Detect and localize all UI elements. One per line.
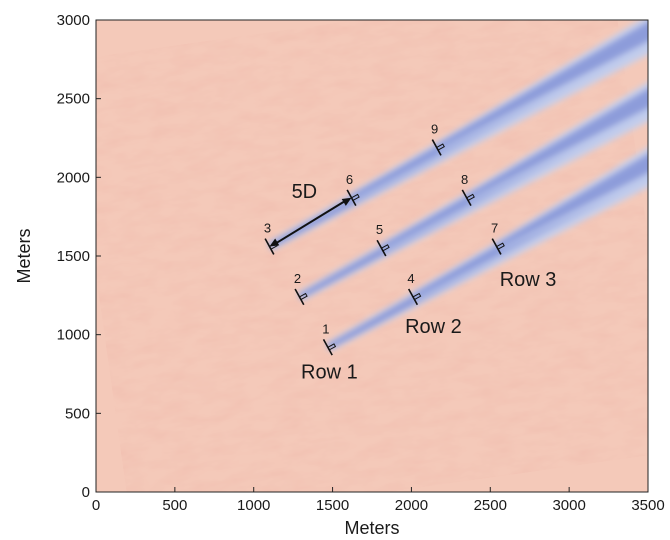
row-label-2: Row 2 bbox=[405, 316, 462, 338]
y-tick-label-0: 0 bbox=[82, 484, 90, 501]
turbine-label-1: 1 bbox=[322, 321, 329, 336]
y-tick-label-3: 1500 bbox=[57, 248, 90, 265]
turbine-nacelle-2 bbox=[298, 292, 308, 301]
wake-core-9 bbox=[435, 21, 648, 151]
row-label-3: Row 3 bbox=[500, 269, 557, 291]
y-axis-title: Meters bbox=[14, 228, 34, 283]
x-tick-label-6: 3000 bbox=[552, 497, 585, 514]
turbine-nacelle-5 bbox=[380, 244, 390, 252]
wake-core-8 bbox=[465, 88, 648, 201]
turbines: 1 2 3 4 5 6 7 8 9 bbox=[264, 121, 505, 356]
turbine-nacelle-8 bbox=[465, 193, 475, 202]
turbine-nacelle-9 bbox=[435, 143, 445, 151]
x-tick-label-7: 3500 bbox=[631, 497, 664, 514]
y-axis: 0 500 1000 1500 2000 2500 3000 bbox=[57, 12, 101, 501]
turbine-label-4: 4 bbox=[407, 271, 414, 286]
distance-arrowhead-end bbox=[341, 197, 352, 206]
row-label-1: Row 1 bbox=[301, 362, 358, 384]
y-tick-label-1: 500 bbox=[65, 405, 90, 422]
x-tick-label-2: 1000 bbox=[237, 497, 270, 514]
distance-arrowhead-start bbox=[269, 238, 280, 247]
y-tick-label-4: 2000 bbox=[57, 169, 90, 186]
turbine-label-3: 3 bbox=[264, 221, 271, 236]
x-tick-label-3: 1500 bbox=[316, 497, 349, 514]
x-tick-label-4: 2000 bbox=[395, 497, 428, 514]
turbine-label-2: 2 bbox=[294, 271, 301, 286]
wakes bbox=[267, 20, 648, 352]
y-tick-label-6: 3000 bbox=[57, 12, 90, 29]
turbine-label-6: 6 bbox=[346, 172, 353, 187]
wake-core-7 bbox=[495, 153, 648, 250]
turbine-nacelle-1 bbox=[327, 343, 337, 351]
distance-label: 5D bbox=[292, 181, 318, 203]
x-axis: 0 500 1000 1500 2000 2500 3000 3500 bbox=[92, 487, 665, 514]
turbine-label-8: 8 bbox=[461, 172, 468, 187]
turbine-label-5: 5 bbox=[376, 222, 383, 237]
turbine-label-7: 7 bbox=[491, 221, 498, 236]
x-tick-label-1: 500 bbox=[162, 497, 187, 514]
turbine-label-9: 9 bbox=[431, 121, 438, 136]
x-tick-label-5: 2500 bbox=[474, 497, 507, 514]
plot-area: 1 2 3 4 5 6 7 8 9 bbox=[96, 20, 648, 492]
turbine-nacelle-6 bbox=[350, 193, 360, 202]
y-tick-label-2: 1000 bbox=[57, 327, 90, 344]
x-tick-label-0: 0 bbox=[92, 497, 100, 514]
annotations: Row 1 Row 2 Row 3 5D bbox=[269, 181, 556, 384]
y-tick-label-5: 2500 bbox=[57, 91, 90, 108]
x-axis-title: Meters bbox=[344, 518, 399, 538]
turbine-nacelle-4 bbox=[412, 292, 422, 301]
distance-arrow-shaft bbox=[274, 199, 347, 245]
turbine-nacelle-7 bbox=[495, 242, 505, 250]
